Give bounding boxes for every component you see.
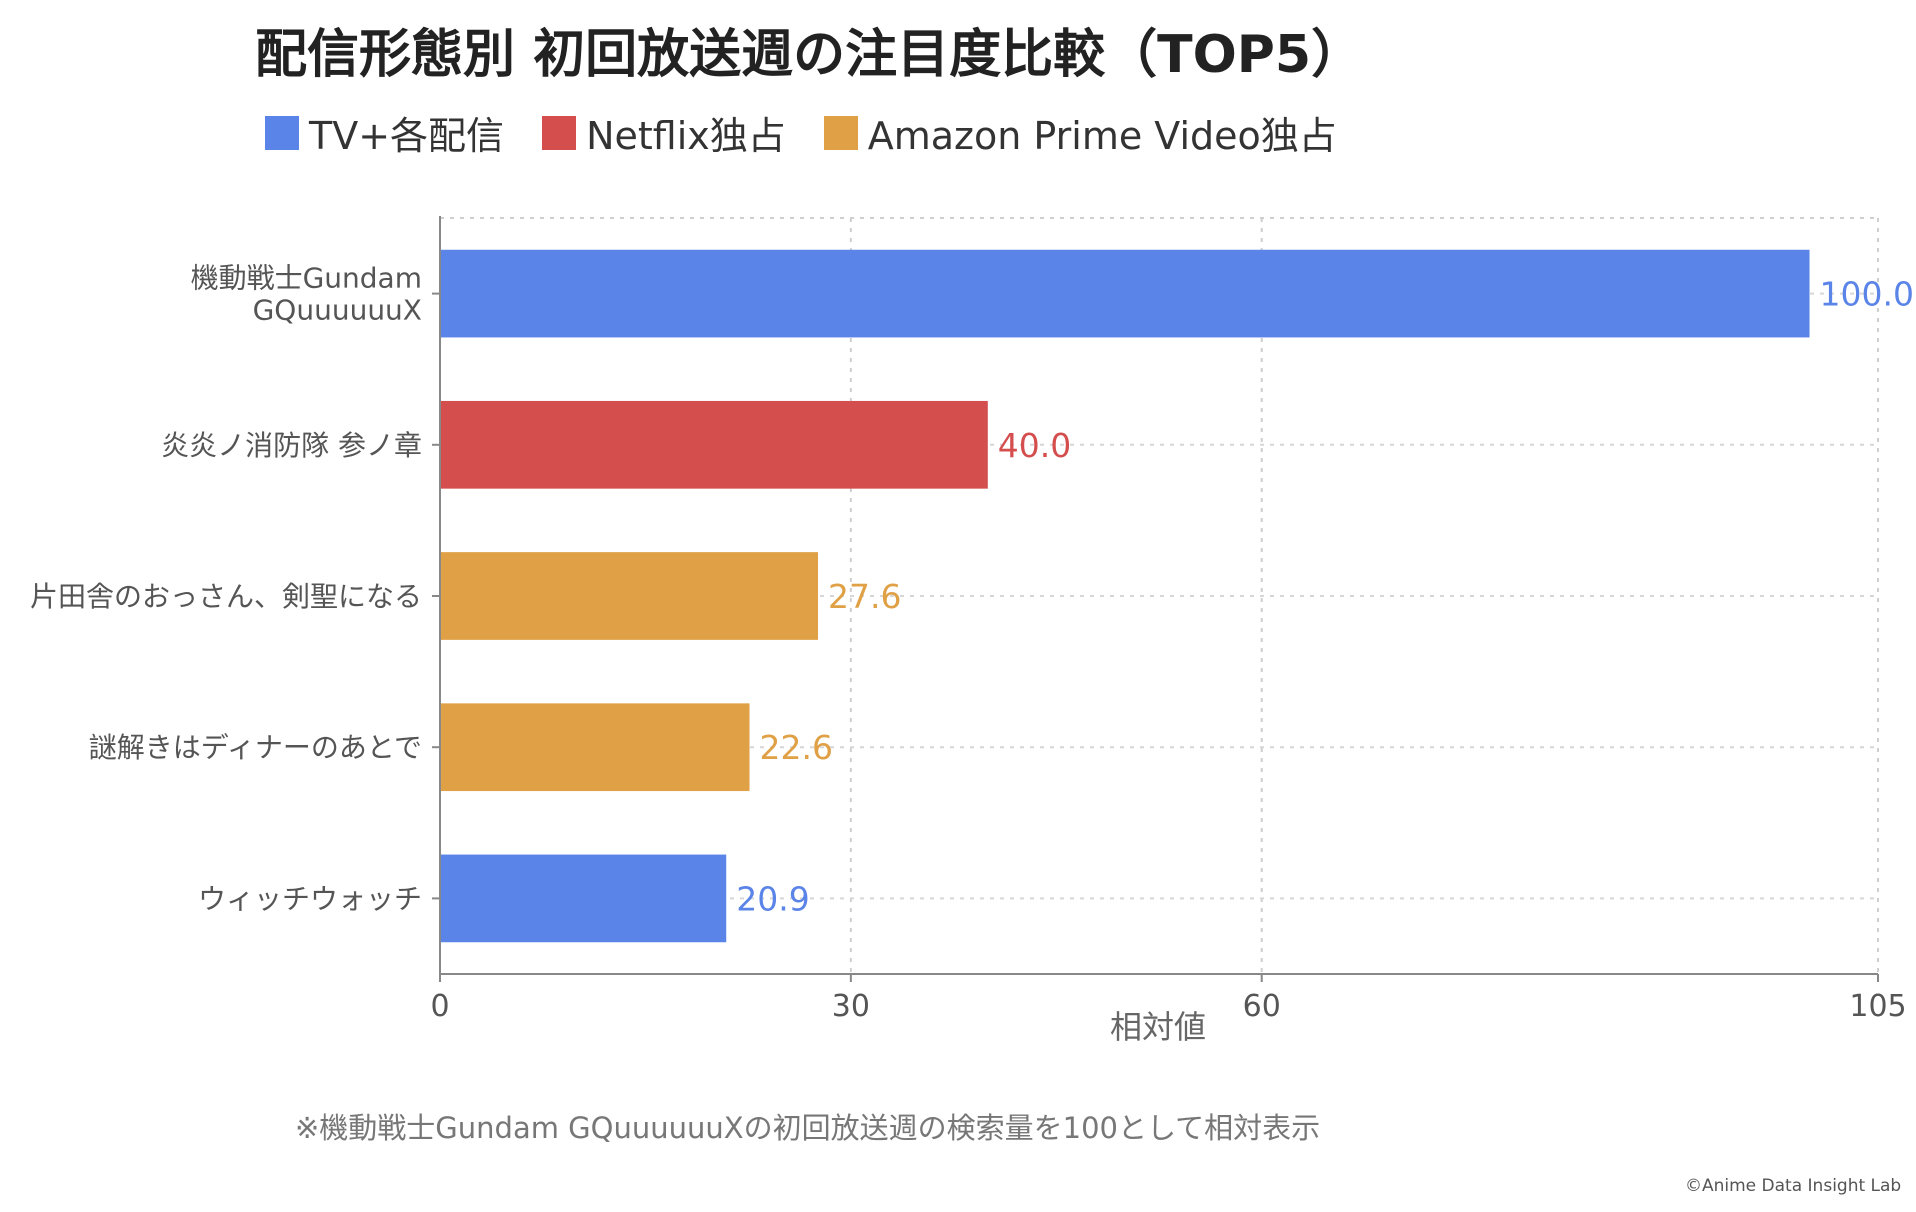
legend-label-tv: TV+各配信: [309, 114, 505, 158]
legend-item-tv: TV+各配信: [265, 105, 504, 160]
bar-value-label: 22.6: [760, 728, 833, 767]
y-tick-label: ウィッチウォッチ: [198, 882, 422, 915]
bar: [440, 249, 1810, 338]
legend-label-amazon: Amazon Prime Video独占: [867, 114, 1337, 158]
legend-item-netflix: Netflix独占: [542, 105, 786, 160]
footnote: ※機動戦士Gundam GQuuuuuuXの初回放送週の検索量を100として相対…: [295, 1111, 1321, 1145]
x-tick-label: 0: [430, 989, 449, 1024]
bar-value-label: 27.6: [828, 577, 901, 616]
x-tick-label: 30: [832, 989, 870, 1024]
bar: [440, 854, 727, 943]
bars: [440, 249, 1810, 943]
labels: 100.0 機動戦士Gundam GQuuuuuuX 40.0 炎炎ノ消防隊 参ノ章 27…: [30, 262, 1914, 1046]
legend-swatch-amazon: [823, 115, 858, 150]
x-tick-label: 60: [1243, 989, 1281, 1024]
legend-swatch-tv: [265, 115, 299, 150]
bar: [440, 400, 988, 489]
bar-value-label: 100.0: [1820, 275, 1914, 314]
legend-item-amazon: Amazon Prime Video独占: [823, 105, 1337, 160]
bar: [440, 703, 750, 792]
chart-title: 配信形態別 初回放送週の注目度比較（TOP5）: [255, 25, 1364, 85]
y-tick-label: 機動戦士Gundam GQuuuuuuX: [191, 262, 422, 327]
bar: [440, 552, 818, 640]
y-tick-label: 謎解きはディナーのあとで: [89, 731, 422, 764]
grid-lines: [440, 217, 1879, 974]
legend-label-netflix: Netflix独占: [586, 114, 786, 158]
x-tick-label: 105: [1849, 989, 1906, 1024]
y-tick-label: 片田舎のおっさん、剣聖になる: [30, 580, 422, 613]
y-tick-label: 炎炎ノ消防隊 参ノ章: [161, 429, 422, 462]
legend: TV+各配信 Netflix独占 Amazon Prime Video独占: [265, 105, 1375, 160]
axes: [432, 216, 1879, 982]
credit: ©Anime Data Insight Lab: [1685, 1176, 1902, 1196]
bar-value-label: 40.0: [998, 426, 1071, 465]
legend-swatch-netflix: [542, 115, 577, 150]
x-axis-title: 相対値: [1110, 1008, 1206, 1046]
bar-value-label: 20.9: [736, 879, 809, 918]
